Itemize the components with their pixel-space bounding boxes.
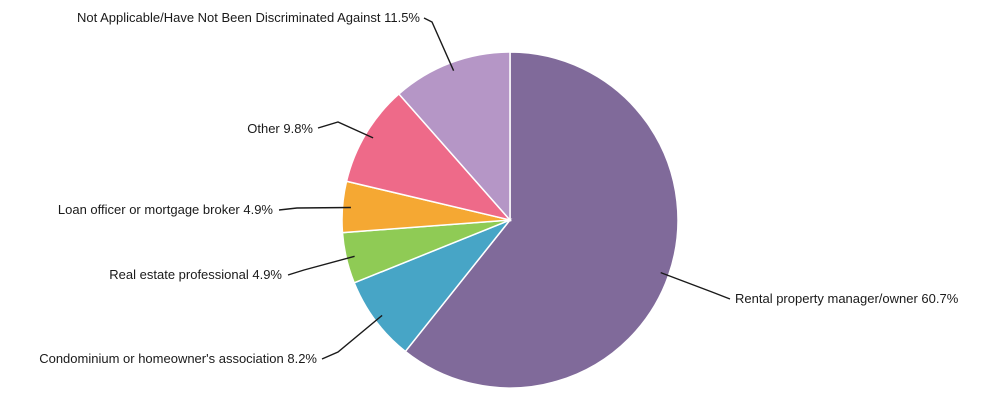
slice-label-other: Other 9.8% [247,121,313,136]
leader-line-rental [660,271,731,300]
leader-line-loan-officer [278,206,351,211]
pie-slices [341,51,679,389]
leader-line-other [317,121,374,139]
leader-line-not-applicable [423,17,455,71]
slice-label-condominium: Condominium or homeowner's association 8… [39,351,317,366]
slice-label-real-estate: Real estate professional 4.9% [109,267,282,282]
leader-lines [278,17,731,360]
leader-line-real-estate [287,255,355,276]
slice-label-rental: Rental property manager/owner 60.7% [735,291,959,306]
leader-line-condominium [321,314,383,360]
slice-other [345,92,513,222]
slice-label-loan-officer: Loan officer or mortgage broker 4.9% [58,202,274,217]
slice-label-not-applicable: Not Applicable/Have Not Been Discriminat… [77,10,420,25]
